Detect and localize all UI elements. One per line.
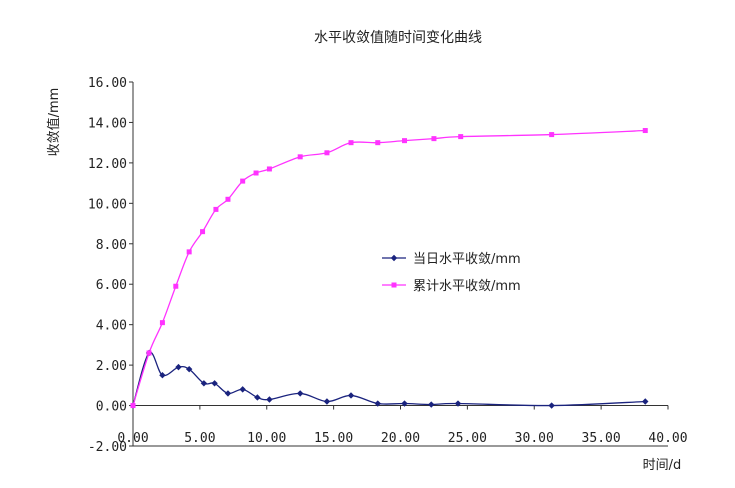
y-tick-label: -2.00 <box>88 440 127 455</box>
data-point <box>130 403 136 409</box>
y-tick-label: 14.00 <box>88 116 127 131</box>
x-tick-label: 40.00 <box>648 431 687 446</box>
data-point <box>211 380 218 387</box>
x-tick-label: 10.00 <box>247 431 286 446</box>
legend-marker-cumulative <box>391 282 397 288</box>
data-point <box>297 154 303 160</box>
data-point <box>431 136 437 142</box>
legend-item-daily: 当日水平收敛/mm <box>382 251 521 267</box>
y-tick-label: 4.00 <box>96 319 127 334</box>
y-tick-label: 0.00 <box>96 400 127 415</box>
data-point <box>266 166 272 172</box>
data-point <box>146 350 152 356</box>
data-point <box>401 400 408 407</box>
chart-title: 水平收敛值随时间变化曲线 <box>314 30 482 46</box>
x-axis: 0.00 5.00 10.00 15.00 20.00 25.00 30.00 35.00 40… <box>117 405 688 446</box>
x-tick-label: 30.00 <box>515 431 554 446</box>
data-point <box>402 138 408 144</box>
data-point <box>159 372 166 379</box>
y-axis: -2.00 0.00 2.00 4.00 6.00 8.00 10.00 12.00 14.00… <box>88 76 133 455</box>
legend-label-cumulative: 累计水平收敛/mm <box>413 278 521 294</box>
data-point <box>642 398 649 405</box>
legend-item-cumulative: 累计水平收敛/mm <box>382 278 521 294</box>
data-point <box>173 283 179 289</box>
series-cumulative <box>130 128 648 409</box>
x-tick-label: 25.00 <box>448 431 487 446</box>
data-point <box>224 390 232 397</box>
data-point <box>186 249 192 255</box>
legend-marker-daily <box>390 254 398 262</box>
data-point <box>266 396 273 403</box>
x-tick-label: 20.00 <box>381 431 420 446</box>
x-tick-label: 15.00 <box>314 431 353 446</box>
data-point <box>239 386 246 393</box>
data-point <box>374 400 381 407</box>
data-point <box>213 206 219 212</box>
data-point <box>185 365 193 373</box>
data-point <box>548 402 555 409</box>
data-point <box>254 394 261 401</box>
data-point <box>642 128 648 134</box>
x-tick-label: 35.00 <box>582 431 621 446</box>
x-tick-label: 5.00 <box>184 431 215 446</box>
data-point <box>200 229 206 235</box>
y-tick-label: 2.00 <box>96 359 127 374</box>
data-point <box>324 150 330 156</box>
data-point <box>200 380 208 387</box>
data-point <box>428 401 435 408</box>
data-point <box>347 392 355 399</box>
y-tick-label: 10.00 <box>88 197 127 212</box>
legend-label-daily: 当日水平收敛/mm <box>413 251 521 267</box>
x-axis-label: 时间/d <box>643 458 682 473</box>
y-tick-label: 6.00 <box>96 278 127 293</box>
series-daily <box>129 349 649 409</box>
x-tick-label: 0.00 <box>117 431 148 446</box>
data-point <box>175 363 182 371</box>
data-point <box>348 140 354 146</box>
data-point <box>296 390 304 397</box>
data-point <box>240 178 246 184</box>
data-point <box>253 170 259 176</box>
data-point <box>375 140 381 146</box>
data-point <box>225 196 231 202</box>
plot-area <box>132 82 668 447</box>
data-point <box>454 400 462 407</box>
data-point <box>549 132 555 138</box>
series-layer <box>129 128 649 409</box>
y-axis-label: 收敛值/mm <box>46 88 62 157</box>
data-point <box>323 398 331 405</box>
y-tick-label: 8.00 <box>96 238 127 253</box>
legend: 当日水平收敛/mm 累计水平收敛/mm <box>382 251 521 294</box>
data-point <box>458 134 464 140</box>
series-line <box>132 351 646 407</box>
series-line <box>132 129 646 406</box>
data-point <box>159 320 165 326</box>
y-tick-label: 12.00 <box>88 157 127 172</box>
y-tick-label: 16.00 <box>88 76 127 91</box>
